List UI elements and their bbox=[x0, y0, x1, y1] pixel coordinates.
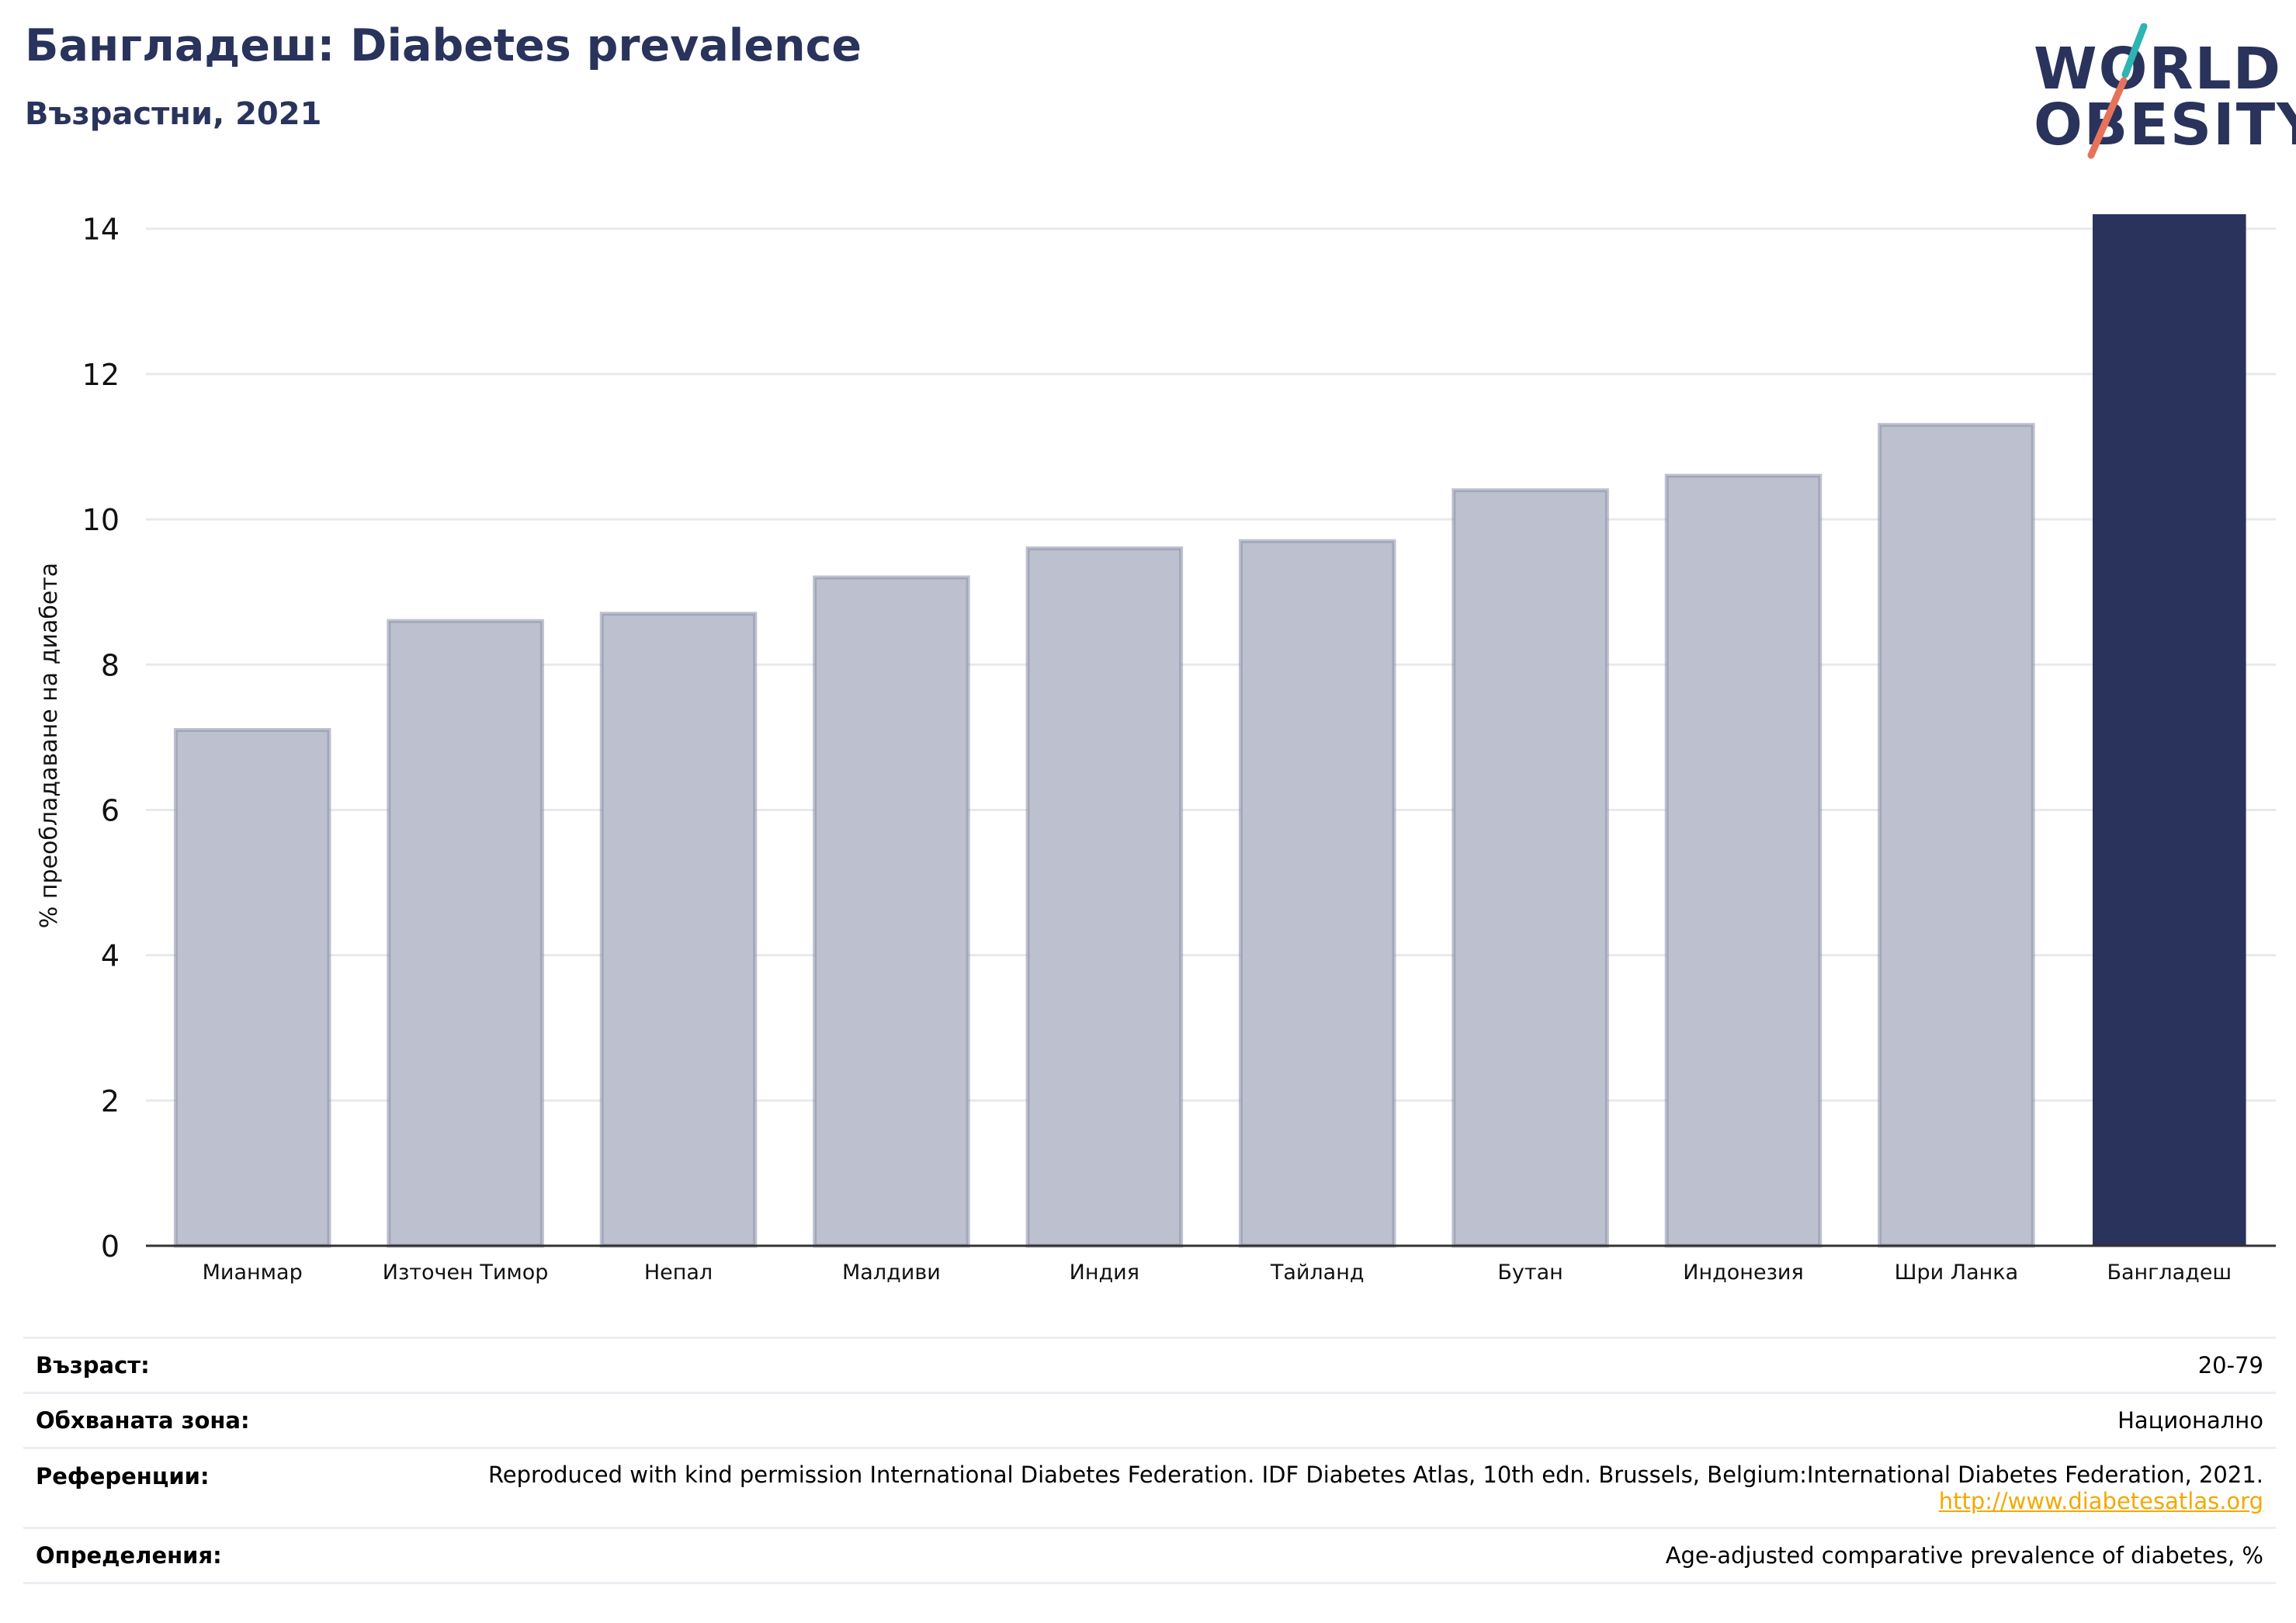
x-tick-label: Бангладеш bbox=[2107, 1261, 2232, 1285]
bar-chart: 0 2 4 6 8 10 12 14 % преобладаване на диабета Миа… bbox=[36, 213, 2276, 1285]
y-tick-label: 10 bbox=[82, 503, 120, 537]
logo-slash-icon bbox=[2087, 23, 2148, 159]
info-value: Reproduced with kind permission Internat… bbox=[452, 1448, 2276, 1528]
bar bbox=[599, 612, 758, 1248]
bar bbox=[1878, 422, 2035, 1248]
y-axis-label: % преобладаване на диабета bbox=[36, 563, 63, 928]
x-tick-label: Мианмар bbox=[203, 1261, 303, 1285]
info-row-area: Обхваната зона: Национално bbox=[23, 1392, 2276, 1448]
y-tick-label: 14 bbox=[82, 213, 120, 247]
bar-highlighted bbox=[2093, 214, 2246, 1246]
info-value: 20-79 bbox=[2197, 1352, 2263, 1379]
x-tick-label: Непал bbox=[644, 1261, 713, 1285]
x-tick-label: Индонезия bbox=[1683, 1261, 1803, 1285]
y-tick-label: 0 bbox=[101, 1229, 120, 1264]
y-tick-label: 12 bbox=[82, 358, 120, 392]
bar bbox=[1664, 473, 1823, 1248]
info-value: Age-adjusted comparative prevalence of d… bbox=[1665, 1542, 2263, 1569]
x-tick-label: Бутан bbox=[1497, 1261, 1562, 1285]
world-obesity-logo: WORLD OBESITY bbox=[2026, 23, 2296, 163]
x-tick-label: Индия bbox=[1070, 1261, 1139, 1285]
info-value: Национално bbox=[2117, 1407, 2263, 1434]
bar bbox=[387, 619, 544, 1248]
info-row-definitions: Определения: Age-adjusted comparative pr… bbox=[23, 1528, 2276, 1583]
y-tick-label: 8 bbox=[101, 648, 120, 682]
y-tick-label: 4 bbox=[101, 939, 120, 973]
info-label: Референции: bbox=[36, 1463, 210, 1489]
x-tick-label: Източен Тимор bbox=[383, 1261, 549, 1285]
logo-text-line1: WORLD bbox=[2034, 36, 2283, 102]
x-tick-label: Тайланд bbox=[1270, 1261, 1365, 1285]
x-tick-label: Малдиви bbox=[842, 1261, 941, 1285]
chart-subtitle: Възрастни, 2021 bbox=[25, 96, 322, 132]
info-label: Обхваната зона: bbox=[36, 1407, 250, 1434]
reference-text: Reproduced with kind permission Internat… bbox=[487, 1462, 2263, 1488]
bar bbox=[1238, 539, 1396, 1248]
info-row-age: Възраст: 20-79 bbox=[23, 1337, 2276, 1393]
info-row-references: Референции: Reproduced with kind permiss… bbox=[23, 1448, 2276, 1528]
y-tick-label: 2 bbox=[101, 1084, 120, 1118]
x-tick-label: Шри Ланка bbox=[1895, 1261, 2019, 1285]
y-tick-label: 6 bbox=[101, 793, 120, 827]
info-table: Възраст: 20-79 Обхваната зона: Националн… bbox=[23, 1337, 2276, 1584]
info-label: Определения: bbox=[36, 1542, 222, 1569]
logo-text-line2: OBESITY bbox=[2034, 92, 2296, 158]
info-label: Възраст: bbox=[36, 1352, 150, 1379]
chart-title: Бангладеш: Diabetes prevalence bbox=[25, 20, 862, 71]
bar bbox=[173, 728, 331, 1248]
reference-link[interactable]: http://www.diabetesatlas.org bbox=[1938, 1488, 2263, 1514]
bar bbox=[1025, 546, 1184, 1248]
bar bbox=[813, 575, 970, 1248]
bar bbox=[1451, 488, 1609, 1248]
